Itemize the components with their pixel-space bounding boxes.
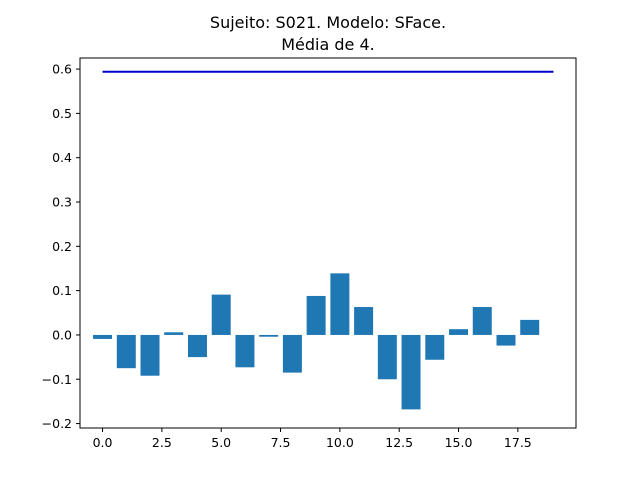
x-tick-label: 2.5 (152, 435, 172, 450)
chart-title: Sujeito: S021. Modelo: SFace. (210, 13, 446, 32)
bar (211, 294, 231, 335)
bar (259, 334, 279, 337)
bar (401, 334, 421, 410)
x-axis: 0.0 2.5 5.0 7.5 10.0 12.5 15.0 17.5 (93, 428, 532, 450)
y-tick-label: 0.2 (52, 239, 72, 254)
bar (235, 334, 255, 368)
bar (140, 334, 160, 376)
x-tick-label: 5.0 (211, 435, 231, 450)
bar (93, 334, 113, 339)
y-axis: −0.2 −0.1 0.0 0.1 0.2 0.3 0.4 0.5 0.6 (42, 62, 80, 431)
bar (164, 332, 184, 335)
y-tick-label: 0.1 (52, 283, 72, 298)
bar (187, 334, 207, 358)
x-tick-label: 10.0 (326, 435, 354, 450)
y-tick-label: 0.0 (52, 327, 72, 342)
y-tick-label: −0.1 (42, 372, 72, 387)
bar (330, 273, 350, 335)
bar (520, 319, 540, 335)
bar (116, 334, 136, 369)
y-tick-label: 0.4 (52, 150, 72, 165)
bar (306, 295, 326, 335)
bars-group (93, 273, 540, 410)
bar (496, 334, 516, 346)
bar (377, 334, 397, 380)
y-tick-label: 0.6 (52, 62, 72, 77)
bar (449, 329, 469, 335)
y-tick-label: 0.3 (52, 195, 72, 210)
bar (282, 334, 302, 373)
y-tick-label: 0.5 (52, 106, 72, 121)
x-tick-label: 12.5 (385, 435, 413, 450)
bar (472, 307, 492, 335)
x-tick-label: 7.5 (271, 435, 291, 450)
x-tick-label: 0.0 (93, 435, 113, 450)
y-tick-label: −0.2 (42, 416, 72, 431)
chart-subtitle: Média de 4. (281, 35, 375, 54)
x-tick-label: 17.5 (504, 435, 532, 450)
bar (425, 334, 445, 360)
bar (354, 307, 374, 335)
x-tick-label: 15.0 (445, 435, 473, 450)
plot-frame (79, 57, 577, 429)
